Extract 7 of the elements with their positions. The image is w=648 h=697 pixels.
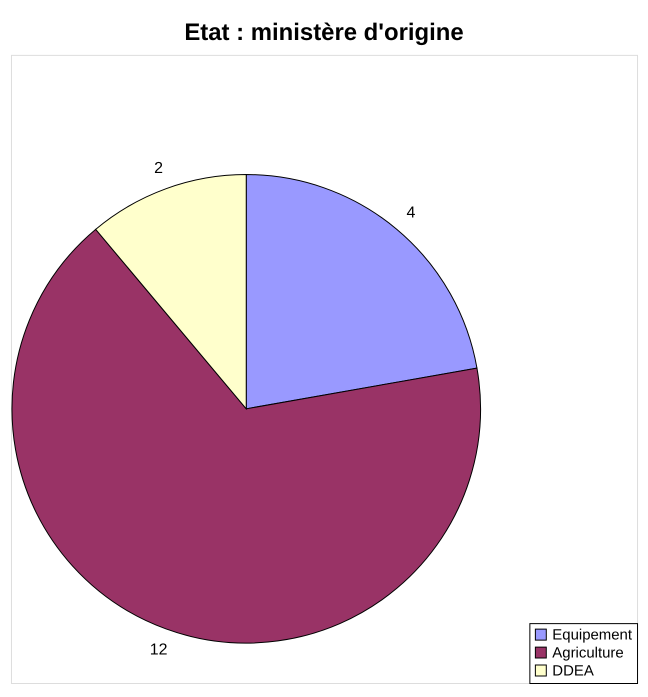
chart-title: Etat : ministère d'origine xyxy=(184,18,464,46)
legend-label: Agriculture xyxy=(552,644,624,662)
legend-label: Equipement xyxy=(552,626,633,644)
legend-label: DDEA xyxy=(552,662,594,680)
data-label: 4 xyxy=(406,204,416,222)
data-label: 12 xyxy=(150,642,168,659)
data-label: 2 xyxy=(154,160,164,178)
